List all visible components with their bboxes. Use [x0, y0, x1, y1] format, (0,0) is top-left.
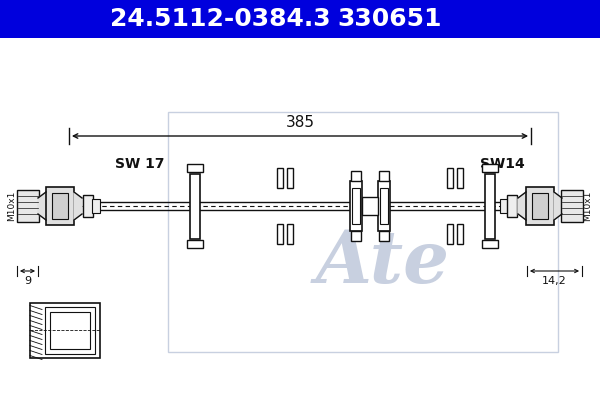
Polygon shape: [38, 192, 46, 220]
Text: M10x1: M10x1: [583, 191, 593, 221]
Bar: [287, 168, 293, 188]
Text: 14,2: 14,2: [542, 276, 567, 286]
Text: 24.5112-0384.3: 24.5112-0384.3: [110, 7, 331, 31]
Bar: [378, 181, 390, 231]
Text: M10x1: M10x1: [7, 191, 17, 221]
Bar: [187, 240, 203, 248]
Bar: [46, 187, 74, 225]
Bar: [379, 171, 389, 181]
Bar: [532, 193, 548, 219]
Bar: [457, 168, 463, 188]
Text: 9: 9: [24, 276, 31, 286]
Bar: [352, 188, 360, 224]
Bar: [447, 224, 453, 244]
Text: Ate: Ate: [316, 226, 450, 298]
Bar: [561, 190, 583, 222]
Bar: [482, 240, 498, 248]
Bar: [277, 224, 283, 244]
Bar: [277, 168, 283, 188]
Bar: [0, 0, 600, 38]
Bar: [485, 174, 495, 238]
Bar: [379, 231, 389, 241]
Bar: [92, 199, 100, 213]
Bar: [457, 224, 463, 244]
Bar: [168, 112, 558, 352]
Bar: [447, 168, 453, 188]
Polygon shape: [74, 192, 82, 220]
Polygon shape: [518, 192, 526, 220]
Bar: [351, 231, 361, 241]
Polygon shape: [554, 192, 562, 220]
Bar: [52, 193, 68, 219]
Bar: [45, 306, 95, 354]
Bar: [190, 174, 200, 238]
Bar: [50, 312, 90, 348]
Bar: [380, 188, 388, 224]
Bar: [30, 302, 100, 358]
Bar: [362, 197, 378, 215]
Bar: [287, 224, 293, 244]
Bar: [187, 164, 203, 172]
Bar: [526, 187, 554, 225]
Text: SW 17: SW 17: [115, 157, 164, 171]
Bar: [83, 195, 93, 217]
Text: 330651: 330651: [338, 7, 442, 31]
Bar: [350, 181, 362, 231]
Bar: [482, 164, 498, 172]
Bar: [351, 171, 361, 181]
Bar: [507, 195, 517, 217]
Text: 385: 385: [286, 115, 314, 130]
Bar: [500, 199, 508, 213]
Bar: [17, 190, 39, 222]
Text: SW14: SW14: [480, 157, 525, 171]
